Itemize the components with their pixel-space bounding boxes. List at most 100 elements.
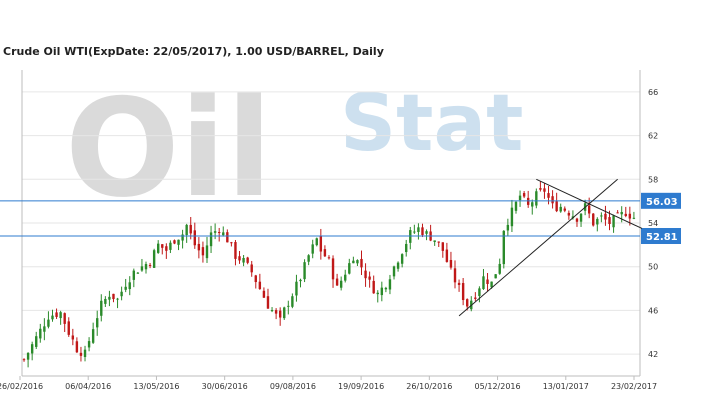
candle-body	[526, 197, 530, 205]
x-tick-label: 26/10/2016	[406, 382, 452, 391]
candle-body	[234, 242, 237, 259]
candle-body	[620, 211, 623, 215]
level-tag	[641, 192, 681, 209]
candle-body	[486, 279, 489, 284]
candle-body	[376, 292, 379, 295]
candle-body	[632, 217, 636, 219]
candle-body	[348, 263, 351, 274]
candle-body	[39, 328, 42, 339]
watermark-stat: Stat	[340, 79, 523, 169]
candle-body	[482, 276, 485, 290]
candle-body	[136, 272, 140, 274]
candle-body	[421, 227, 424, 236]
candle-body	[384, 287, 388, 290]
candle-body	[474, 297, 477, 299]
candle-body	[535, 191, 538, 206]
candle-body	[295, 281, 298, 296]
candle-body	[238, 256, 241, 261]
candle-body	[96, 318, 99, 328]
y-tick-label: 54	[648, 219, 658, 228]
candle-body	[360, 258, 363, 268]
candle-body	[413, 231, 416, 233]
candle-body	[181, 234, 184, 241]
candle-body	[510, 207, 514, 227]
candle-body	[502, 230, 505, 265]
candle-body	[79, 352, 83, 356]
candle-body	[579, 213, 583, 222]
candle-body	[559, 206, 562, 212]
candle-body	[230, 242, 233, 244]
candle-body	[478, 288, 481, 296]
candle-body	[242, 258, 245, 263]
candle-body	[616, 212, 619, 214]
chart-grid	[21, 70, 641, 377]
candle-body	[283, 307, 286, 319]
candle-body	[628, 213, 632, 219]
candle-body	[169, 242, 172, 250]
candle-body	[287, 305, 290, 307]
candle-body	[63, 313, 66, 324]
candle-body	[161, 244, 164, 248]
trendlines	[458, 178, 643, 317]
candle-body	[205, 245, 209, 259]
candle-body	[392, 266, 396, 277]
candle-body	[299, 279, 302, 282]
candle-body	[506, 224, 510, 231]
level-label: 56.03	[646, 197, 678, 208]
candle-body	[608, 217, 611, 225]
candle-body	[539, 188, 542, 190]
candle-body	[575, 218, 579, 222]
candle-body	[331, 258, 335, 280]
candle-body	[352, 260, 355, 264]
y-tick-label: 42	[648, 350, 658, 359]
candle-body	[522, 193, 526, 197]
candle-body	[152, 250, 156, 268]
candle-body	[364, 270, 367, 279]
candle-body	[335, 278, 339, 286]
candle-body	[372, 280, 375, 294]
candle-body	[551, 196, 554, 204]
candle-body	[466, 299, 469, 307]
candle-body	[514, 201, 518, 211]
candle-body	[457, 282, 461, 285]
candle-body	[437, 241, 440, 243]
candle-body	[132, 270, 136, 280]
candle-body	[157, 243, 160, 253]
trendline	[536, 178, 643, 229]
candle-body	[563, 208, 566, 211]
candle-body	[26, 352, 30, 360]
candle-body	[339, 280, 343, 288]
candle-body	[315, 238, 318, 246]
candle-body	[71, 335, 75, 340]
candle-body	[104, 298, 107, 304]
candle-body	[356, 260, 359, 264]
candle-body	[217, 232, 221, 234]
watermark-oil: Oil	[65, 70, 272, 227]
candlesticks	[22, 181, 636, 368]
candle-body	[213, 231, 217, 233]
y-tick-label: 62	[648, 132, 658, 141]
candle-body	[270, 310, 274, 312]
candle-body	[461, 283, 465, 301]
x-axis: 26/02/2016 06/04/2016 13/05/2016 30/06/2016…	[0, 376, 657, 391]
horizontal-levels: 56.03 52.81	[0, 192, 681, 245]
candle-body	[83, 349, 87, 358]
level-tag	[641, 228, 681, 245]
candle-body	[140, 266, 144, 271]
candle-body	[600, 215, 603, 217]
candle-body	[120, 291, 123, 297]
y-tick-label: 50	[648, 263, 658, 272]
candle-body	[193, 230, 196, 246]
candle-body	[417, 227, 420, 232]
y-tick-label: 58	[648, 175, 658, 184]
candle-body	[254, 275, 257, 283]
candle-body	[445, 249, 449, 262]
candle-body	[592, 213, 595, 226]
candle-body	[30, 344, 34, 354]
x-tick-label: 06/04/2016	[65, 382, 111, 391]
candle-body	[262, 290, 266, 298]
candle-body	[266, 296, 270, 309]
x-tick-label: 23/02/2017	[611, 382, 657, 391]
level-label: 52.81	[646, 232, 678, 243]
